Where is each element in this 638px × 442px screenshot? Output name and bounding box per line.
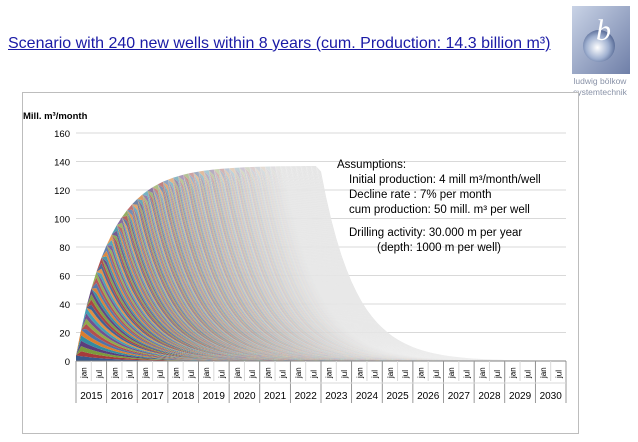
x-year-label: 2029 (509, 391, 532, 402)
x-year-label: 2015 (80, 391, 103, 402)
x-month-tick-label: jul (371, 370, 380, 379)
area-series-well-74 (76, 190, 566, 361)
x-year-label: 2024 (356, 391, 379, 402)
y-tick-label: 20 (59, 329, 70, 340)
x-year-label: 2021 (264, 391, 287, 402)
assumption-depth: (depth: 1000 m per well) (377, 242, 502, 254)
x-month-tick-label: jul (156, 370, 165, 379)
area-series-well-218 (76, 166, 566, 361)
area-series-well-1 (76, 355, 566, 361)
x-month-tick-label: jul (187, 370, 196, 379)
x-month-tick-label: jul (309, 370, 318, 379)
x-month-tick-label: jan (386, 367, 395, 379)
x-month-tick-label: jan (447, 367, 456, 379)
x-month-tick-label: jul (493, 370, 502, 379)
x-year-label: 2020 (233, 391, 256, 402)
x-month-tick-label: jul (432, 370, 441, 379)
x-month-tick-label: jan (110, 367, 119, 379)
y-tick-label: 120 (54, 186, 70, 197)
y-tick-label: 80 (59, 243, 70, 254)
assumptions-box: Assumptions: Initial production: 4 mill … (337, 158, 541, 256)
svg-text:b: b (596, 14, 611, 47)
logo-text-line2: systemtechnik (573, 87, 627, 97)
y-axis-unit-label: Mill. m³/month (23, 111, 88, 122)
x-month-tick-label: jan (539, 367, 548, 379)
x-year-label: 2030 (540, 391, 563, 402)
y-tick-label: 140 (54, 158, 70, 169)
x-year-label: 2025 (386, 391, 409, 402)
assumptions-heading: Assumptions: (337, 159, 407, 171)
x-month-tick-label: jan (263, 367, 272, 379)
assumption-cum-production: cum production: 50 mill. m³ per well (349, 204, 530, 216)
x-year-label: 2019 (203, 391, 226, 402)
x-year-label: 2027 (448, 391, 471, 402)
x-month-tick-label: jul (248, 370, 257, 379)
x-month-tick-label: jul (462, 370, 471, 379)
area-series-well-186 (76, 166, 566, 361)
x-month-tick-label: jan (508, 367, 517, 379)
x-month-tick-label: jan (141, 367, 150, 379)
x-year-label: 2023 (325, 391, 348, 402)
x-month-tick-label: jul (340, 370, 349, 379)
company-logo: b ludwig bölkow systemtechnik (566, 6, 634, 97)
x-month-tick-label: jan (355, 367, 364, 379)
logo-text-line1: ludwig bölkow (573, 76, 627, 86)
x-month-tick-label: jul (217, 370, 226, 379)
area-series-well-46 (76, 217, 566, 361)
x-year-label: 2018 (172, 391, 195, 402)
chart-panel: Mill. m³/month 0 20 40 60 80 100 120 140 160 jan j… (22, 92, 579, 434)
y-tick-label: 40 (59, 300, 70, 311)
x-month-tick-label: jul (401, 370, 410, 379)
x-month-tick-label: jan (172, 367, 181, 379)
x-month-tick-label: jan (417, 367, 426, 379)
x-month-tick-label: jul (279, 370, 288, 379)
logo-b-icon: b (572, 6, 630, 74)
slide-title: Scenario with 240 new wells within 8 yea… (8, 35, 551, 52)
x-year-label: 2028 (478, 391, 501, 402)
assumption-drilling-activity: Drilling activity: 30.000 m per year (349, 227, 523, 239)
x-year-label: 2026 (417, 391, 440, 402)
x-month-tick-label: jan (202, 367, 211, 379)
x-month-tick-label: jul (126, 370, 135, 379)
x-month-tick-label: jul (524, 370, 533, 379)
y-tick-label: 0 (65, 357, 70, 368)
x-year-label: 2016 (111, 391, 134, 402)
area-series-well-112 (76, 173, 566, 361)
x-month-tick-label: jan (233, 367, 242, 379)
area-series-well-45 (76, 222, 566, 361)
x-year-label: 2022 (295, 391, 318, 402)
x-month-tick-label: jan (80, 367, 89, 379)
x-month-tick-label: jan (478, 367, 487, 379)
y-tick-label: 160 (54, 129, 70, 140)
y-tick-label: 60 (59, 272, 70, 283)
x-month-tick-label: jan (294, 367, 303, 379)
assumption-initial-production: Initial production: 4 mill m³/month/well (349, 174, 541, 186)
assumption-decline-rate: Decline rate : 7% per month (349, 189, 492, 201)
y-tick-label: 100 (54, 215, 70, 226)
x-month-tick-label: jan (325, 367, 334, 379)
x-year-label: 2017 (141, 391, 164, 402)
x-month-tick-label: jul (95, 370, 104, 379)
x-month-tick-label: jul (554, 370, 563, 379)
area-series-well-234 (76, 166, 566, 361)
